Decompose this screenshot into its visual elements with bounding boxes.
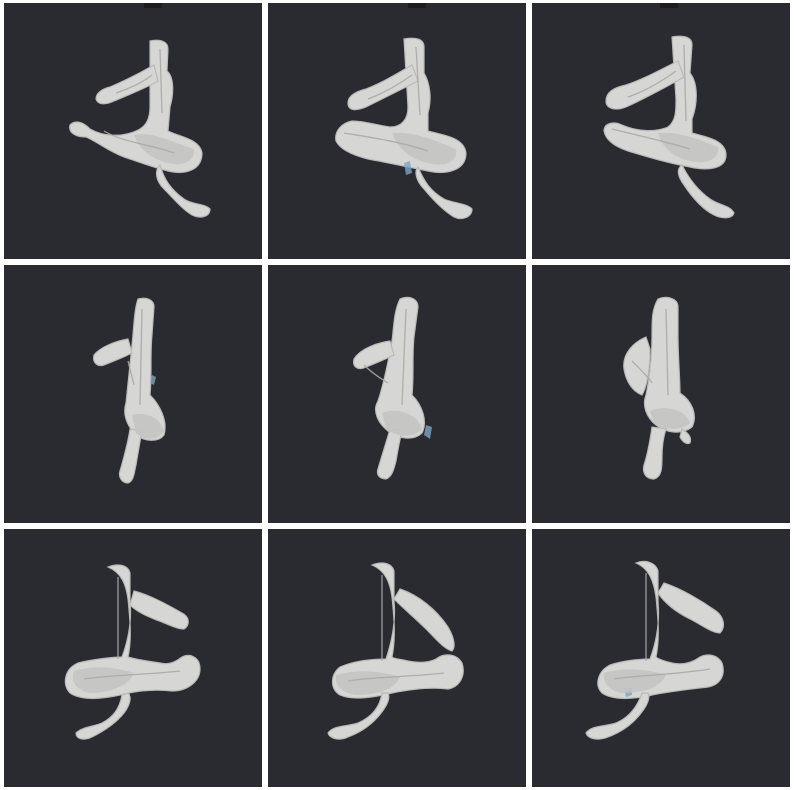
model-render <box>69 39 211 218</box>
stomach-duodenum-model <box>93 297 166 484</box>
stomach-duodenum-model <box>603 35 735 219</box>
panel-r2-c2 <box>268 265 526 523</box>
panel-top-mark <box>660 3 678 8</box>
model-render <box>585 560 725 740</box>
model-render <box>93 297 166 484</box>
model-render <box>353 296 432 480</box>
panel-r1-c3 <box>532 3 790 259</box>
panel-r3-c2 <box>268 529 526 787</box>
panel-top-mark <box>144 3 162 8</box>
panel-r1-c1 <box>4 3 262 259</box>
stomach-duodenum-model <box>335 37 473 220</box>
stomach-duodenum-model <box>353 296 432 480</box>
panel-r1-c2 <box>268 3 526 259</box>
panel-r3-c1 <box>4 529 262 787</box>
model-render <box>623 296 695 480</box>
model-render <box>603 35 735 219</box>
stomach-duodenum-model <box>64 564 201 740</box>
model-render <box>64 564 201 740</box>
panel-top-mark <box>408 3 426 8</box>
model-render <box>335 37 473 220</box>
stomach-duodenum-model <box>623 296 695 480</box>
panel-r3-c3 <box>532 529 790 787</box>
stomach-duodenum-model <box>585 560 725 740</box>
stomach-duodenum-model <box>69 39 211 218</box>
panel-r2-c1 <box>4 265 262 523</box>
model-render <box>327 562 464 740</box>
stomach-duodenum-model <box>327 562 464 740</box>
panel-r2-c3 <box>532 265 790 523</box>
